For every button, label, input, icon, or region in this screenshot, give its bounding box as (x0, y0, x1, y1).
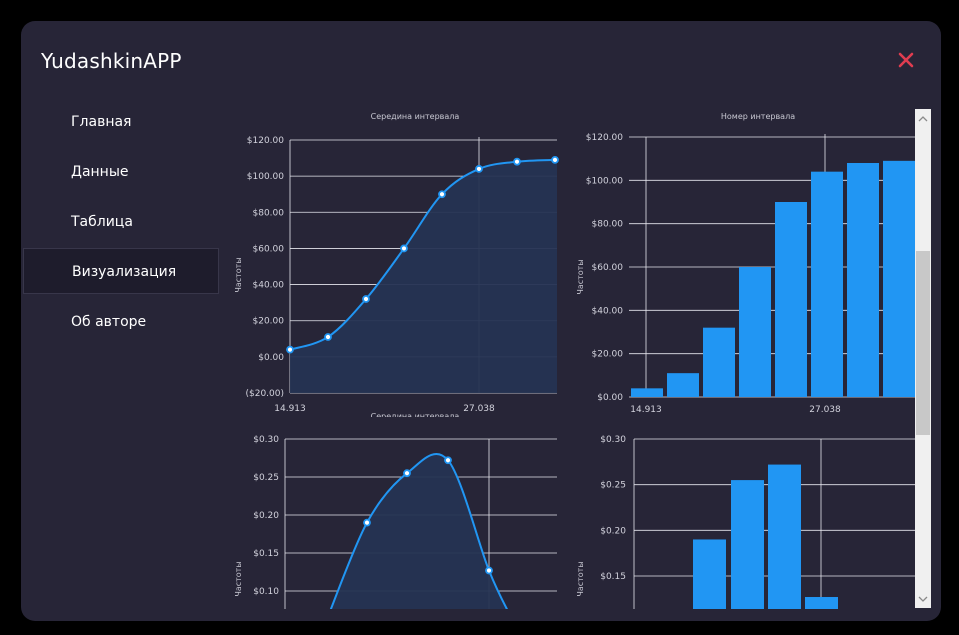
y-tick-label: $0.00 (597, 393, 623, 403)
bar (703, 327, 735, 397)
data-point (324, 333, 332, 341)
nav-item-about[interactable]: Об авторе (71, 314, 147, 330)
close-icon[interactable] (895, 49, 917, 71)
data-point (286, 345, 294, 354)
frequency-area-chart: Середина интервала Частоты Середина инте… (234, 112, 559, 417)
y-tick-label: $120.00 (247, 136, 284, 146)
x-tick-label: 14.913 (630, 405, 662, 415)
nav-item-data[interactable]: Данные (71, 164, 129, 180)
y-tick-label: ($20.00) (245, 389, 284, 399)
y-tick-label: $0.15 (253, 549, 279, 559)
bar (768, 464, 801, 609)
chart1-ylabel: Частоты (234, 257, 243, 292)
bar (805, 597, 838, 609)
bar (739, 267, 771, 397)
x-tick-label: 27.038 (809, 405, 841, 415)
y-tick-label: $0.00 (258, 353, 284, 363)
chart1-top-caption: Середина интервала (371, 112, 460, 121)
x-tick-label: 14.913 (274, 404, 306, 414)
bar (811, 171, 843, 397)
chart3-ylabel: Частоты (234, 561, 243, 596)
series-line (289, 158, 556, 351)
y-tick-label: $60.00 (592, 263, 624, 273)
data-point (362, 295, 370, 303)
bar (667, 373, 699, 397)
data-point (551, 155, 559, 164)
y-tick-label: $80.00 (592, 220, 624, 230)
relative-frequency-bar-chart: Частоты $0.30 $0.25 $0.20 $0.15 (576, 435, 915, 609)
app-title: YudashkinAPP (41, 49, 182, 73)
data-point (475, 165, 483, 173)
x-tick-label: 27.038 (463, 404, 495, 414)
data-point (438, 190, 446, 199)
data-point (444, 456, 452, 465)
nav-item-visualization[interactable]: Визуализация (23, 248, 219, 294)
y-tick-label: $100.00 (586, 176, 623, 186)
chart1-xlabel: Середина интервала (371, 412, 460, 417)
y-tick-label: $100.00 (247, 172, 284, 182)
scroll-down-icon[interactable] (915, 591, 931, 607)
y-tick-label: $40.00 (592, 306, 624, 316)
frequency-bar-chart: Номер интервала Частоты $120.00 $100.00 $8… (576, 112, 915, 415)
app-window: YudashkinAPP Главная Данные Таблица Визу… (21, 21, 941, 621)
area-fill (290, 159, 557, 393)
relative-frequency-area-chart: Частоты $0.30 $0.25 $0.20 $0.15 $0.10 (234, 435, 557, 609)
nav-item-home[interactable]: Главная (71, 114, 132, 130)
data-point (363, 518, 371, 527)
scrollbar-thumb[interactable] (916, 251, 930, 435)
nav-item-table[interactable]: Таблица (71, 214, 133, 230)
y-tick-label: $80.00 (253, 208, 285, 218)
chart2-ylabel: Частоты (576, 259, 585, 294)
bar (631, 388, 663, 397)
data-point (400, 244, 408, 253)
data-point (513, 157, 521, 166)
y-tick-label: $0.25 (600, 481, 626, 491)
chart4-ylabel: Частоты (576, 561, 585, 596)
scroll-up-icon[interactable] (915, 111, 931, 127)
y-tick-label: $40.00 (253, 281, 285, 291)
y-tick-label: $0.10 (253, 587, 279, 597)
y-tick-label: $0.15 (600, 572, 626, 582)
y-tick-label: $0.30 (600, 435, 626, 445)
y-tick-label: $20.00 (253, 317, 285, 327)
chart2-top-caption: Номер интервала (721, 112, 795, 121)
bar (731, 480, 764, 609)
y-tick-label: $0.20 (600, 526, 626, 536)
y-tick-label: $120.00 (586, 133, 623, 143)
data-point (403, 469, 411, 478)
y-tick-label: $20.00 (592, 350, 624, 360)
y-tick-label: $60.00 (253, 244, 285, 254)
charts-panel: Середина интервала Частоты Середина инте… (227, 107, 915, 609)
y-tick-label: $0.20 (253, 511, 279, 521)
y-tick-label: $0.30 (253, 435, 279, 445)
bar (693, 539, 726, 609)
bar (883, 160, 915, 397)
bar (775, 202, 807, 397)
bar (847, 163, 879, 397)
vertical-scrollbar[interactable] (915, 109, 931, 608)
data-point (485, 566, 493, 575)
y-tick-label: $0.25 (253, 473, 279, 483)
